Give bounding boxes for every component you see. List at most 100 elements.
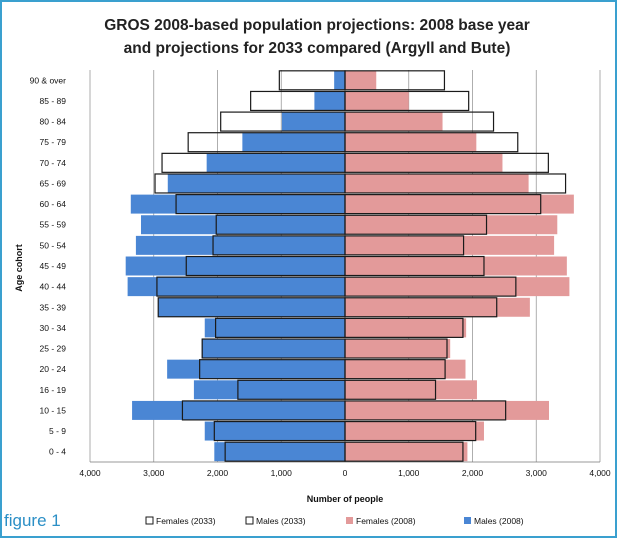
y-tick-label-10: 50 - 54	[40, 240, 67, 250]
bar-2008-male-9	[125, 256, 345, 276]
legend-label-1: Males (2033)	[256, 516, 306, 526]
y-tick-label-18: 90 & over	[30, 75, 67, 85]
legend-label-2: Females (2008)	[356, 516, 416, 526]
y-tick-label-15: 75 - 79	[40, 137, 67, 147]
legend-swatch-2	[346, 517, 353, 524]
bar-2008-female-9	[345, 256, 567, 276]
x-tick-label-7: 3,000	[526, 468, 548, 478]
bar-2008-female-15	[345, 132, 477, 152]
y-tick-label-1: 5 - 9	[49, 426, 66, 436]
bar-2033-male-5	[201, 338, 346, 359]
bar-2033-male-13	[154, 173, 346, 194]
y-tick-label-11: 55 - 59	[40, 220, 67, 230]
bar-2008-male-12	[130, 194, 345, 214]
bar-2008-female-5	[345, 339, 451, 359]
bar-2008-male-4	[167, 359, 345, 379]
bar-2008-male-6	[204, 318, 345, 338]
bar-2008-female-3	[345, 380, 477, 400]
y-tick-label-5: 25 - 29	[40, 344, 67, 354]
bar-2033-male-8	[156, 276, 346, 297]
legend-swatch-3	[464, 517, 471, 524]
bar-2008-male-2	[132, 400, 345, 420]
bar-2008-male-13	[167, 173, 345, 193]
bar-2033-male-15	[187, 132, 346, 153]
chart-title-line-2: and projections for 2033 compared (Argyl…	[124, 40, 511, 57]
y-tick-label-17: 85 - 89	[40, 96, 67, 106]
bar-2008-female-0	[345, 442, 468, 462]
bar-2033-male-6	[214, 317, 346, 338]
bar-2008-female-6	[345, 318, 467, 338]
bar-2008-male-3	[193, 380, 345, 400]
y-axis-ticks: 0 - 4 5 - 9 10 - 15 16 - 19 20 - 24 25 - 29 30…	[30, 75, 67, 456]
y-tick-label-2: 10 - 15	[40, 405, 67, 415]
bar-2033-male-18	[278, 70, 346, 91]
y-tick-label-0: 0 - 4	[49, 447, 66, 457]
bar-2008-male-15	[242, 132, 345, 152]
x-tick-label-0: 4,000	[79, 468, 101, 478]
bar-2008-male-5	[201, 339, 345, 359]
bar-2033-male-1	[213, 420, 346, 442]
y-tick-label-7: 35 - 39	[40, 302, 67, 312]
bar-2008-female-7	[345, 297, 530, 317]
x-tick-label-5: 1,000	[398, 468, 420, 478]
legend-label-3: Males (2008)	[474, 516, 524, 526]
bar-2008-male-1	[204, 421, 345, 441]
figure-caption: figure 1	[4, 511, 61, 530]
bar-2033-male-12	[175, 194, 346, 215]
bar-2008-male-7	[158, 297, 345, 317]
x-tick-label-3: 1,000	[271, 468, 293, 478]
legend-swatch-0	[145, 516, 154, 525]
x-tick-label-2: 2,000	[207, 468, 229, 478]
bar-2033-male-17	[250, 90, 346, 112]
bars-2008	[125, 70, 574, 462]
bar-2008-male-0	[214, 442, 345, 462]
bar-2033-male-14	[161, 152, 346, 173]
bar-2008-male-11	[141, 215, 345, 235]
y-tick-label-9: 45 - 49	[40, 261, 67, 271]
y-tick-label-16: 80 - 84	[40, 117, 67, 127]
bar-2008-female-14	[345, 153, 503, 173]
bar-2033-male-11	[215, 214, 346, 235]
y-tick-label-13: 65 - 69	[40, 178, 67, 188]
x-tick-label-1: 3,000	[143, 468, 165, 478]
bar-2008-female-17	[345, 91, 409, 111]
bar-2008-male-16	[281, 112, 345, 132]
bar-2008-female-1	[345, 421, 484, 441]
bar-2008-male-8	[127, 277, 345, 297]
bar-2008-female-4	[345, 359, 466, 379]
bar-2008-female-12	[345, 194, 574, 214]
bar-2008-male-18	[334, 70, 345, 90]
bar-2033-male-3	[237, 379, 346, 400]
chart-title-line-1: GROS 2008-based population projections: …	[104, 17, 530, 34]
x-tick-label-4: 0	[343, 468, 348, 478]
bar-2008-female-11	[345, 215, 558, 235]
bar-2033-male-4	[199, 359, 346, 380]
y-tick-label-3: 16 - 19	[40, 385, 67, 395]
bar-2008-female-10	[345, 235, 555, 255]
legend-swatch-1	[245, 516, 254, 525]
x-tick-label-6: 2,000	[462, 468, 484, 478]
bar-2008-female-18	[345, 70, 377, 90]
legend-label-0: Females (2033)	[156, 516, 216, 526]
y-tick-label-8: 40 - 44	[40, 282, 67, 292]
bar-2033-male-0	[224, 441, 346, 462]
bar-2008-female-16	[345, 112, 443, 132]
bar-2008-female-13	[345, 173, 529, 193]
bar-2033-male-7	[157, 297, 346, 318]
y-tick-label-4: 20 - 24	[40, 364, 67, 374]
x-axis-title: Number of people	[307, 494, 384, 504]
x-axis-ticks: 4,000 3,000 2,000 1,000 0 1,000 2,000 3,000 4,00…	[79, 468, 611, 478]
bar-2033-male-10	[212, 235, 346, 256]
y-tick-label-6: 30 - 34	[40, 323, 67, 333]
legend: Females (2033) Males (2033) Females (2008)…	[145, 516, 524, 526]
bar-2008-male-14	[206, 153, 345, 173]
y-axis-title: Age cohort	[14, 244, 24, 292]
bar-2008-female-8	[345, 277, 570, 297]
y-tick-label-12: 60 - 64	[40, 199, 67, 209]
bar-2008-male-10	[135, 235, 345, 255]
bar-2033-male-9	[185, 255, 346, 277]
bar-2008-male-17	[314, 91, 345, 111]
x-tick-label-8: 4,000	[589, 468, 611, 478]
y-tick-label-14: 70 - 74	[40, 158, 67, 168]
